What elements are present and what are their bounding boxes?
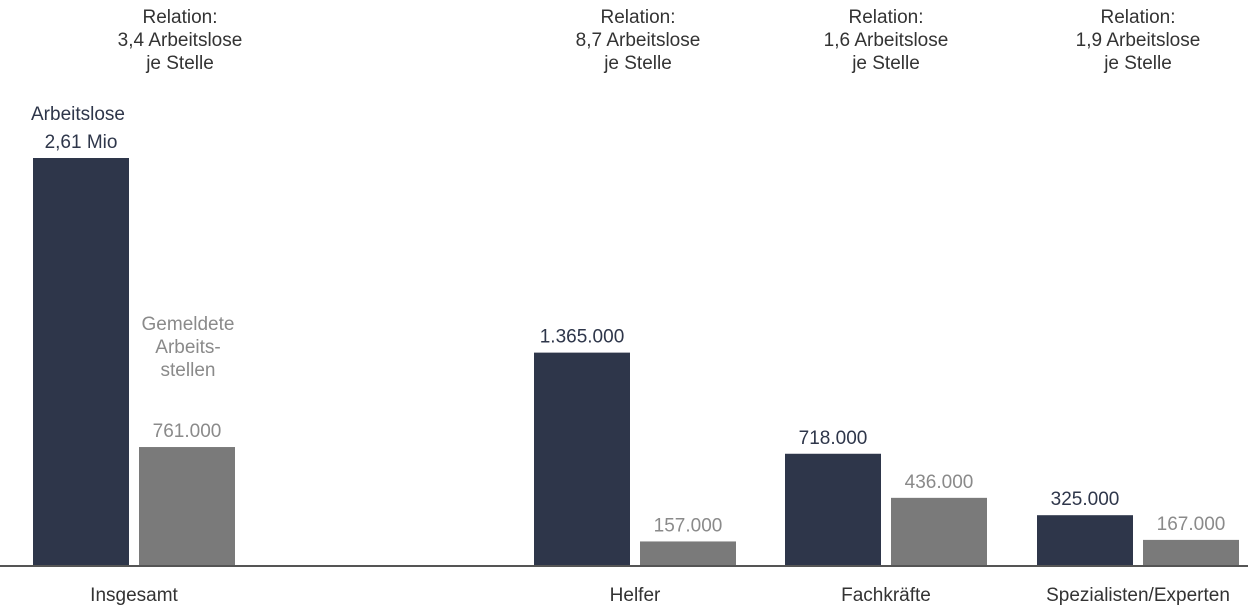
bar-arbeitslose-0 xyxy=(33,158,129,566)
category-label: Spezialisten/Experten xyxy=(1046,585,1230,606)
value-label: 167.000 xyxy=(1157,514,1226,535)
series-name: Arbeitslose xyxy=(31,104,125,125)
category-labels-layer: Insgesamt Helfer Fachkräfte Spezialisten/Ex… xyxy=(90,585,1230,606)
series-label-arbeitslose: Arbeitslose xyxy=(18,103,138,126)
relation-line: je Stelle xyxy=(604,53,672,74)
value-label: 325.000 xyxy=(1051,489,1120,510)
value-label: 436.000 xyxy=(905,472,974,493)
series-name-line: Arbeits- xyxy=(155,337,221,358)
series-name-line: Gemeldete xyxy=(141,314,235,335)
category-label: Insgesamt xyxy=(90,585,178,606)
relation-annotation-helfer: Relation: 8,7 Arbeitslose je Stelle xyxy=(528,6,748,75)
bar-stellen-0 xyxy=(139,447,235,566)
series-label-gemeldete-stellen: Gemeldete Arbeits- stellen xyxy=(126,313,250,382)
value-labels-layer: 2,61 Mio 761.000 1.365.000 157.000 718.000 43… xyxy=(45,132,1226,536)
bar-stellen-2 xyxy=(891,497,987,566)
relation-line: 1,6 Arbeitslose xyxy=(823,30,949,51)
value-label: 761.000 xyxy=(153,421,222,442)
bars-layer xyxy=(33,158,1239,566)
relation-line: Relation: xyxy=(142,7,218,28)
value-label: 718.000 xyxy=(799,428,868,449)
relation-annotation-fachkraefte: Relation: 1,6 Arbeitslose je Stelle xyxy=(776,6,996,75)
value-label: 1.365.000 xyxy=(540,327,625,348)
series-name-line: stellen xyxy=(160,360,216,381)
relation-annotation-insgesamt: Relation: 3,4 Arbeitslose je Stelle xyxy=(70,6,290,75)
relation-line: Relation: xyxy=(600,7,676,28)
relation-line: Relation: xyxy=(848,7,924,28)
bar-stellen-3 xyxy=(1143,539,1239,566)
category-label: Helfer xyxy=(610,585,661,606)
bar-arbeitslose-3 xyxy=(1037,515,1133,566)
relation-line: je Stelle xyxy=(852,53,920,74)
relation-line: je Stelle xyxy=(1104,53,1172,74)
bar-arbeitslose-1 xyxy=(534,352,630,566)
value-label: 2,61 Mio xyxy=(45,132,118,153)
bar-stellen-1 xyxy=(640,541,736,566)
bar-arbeitslose-2 xyxy=(785,453,881,566)
relation-line: 8,7 Arbeitslose xyxy=(575,30,701,51)
value-label: 157.000 xyxy=(654,515,723,536)
relation-line: Relation: xyxy=(1100,7,1176,28)
relation-line: 3,4 Arbeitslose xyxy=(117,30,243,51)
relation-line: 1,9 Arbeitslose xyxy=(1075,30,1201,51)
relation-line: je Stelle xyxy=(146,53,214,74)
relation-annotation-spezialisten: Relation: 1,9 Arbeitslose je Stelle xyxy=(1028,6,1248,75)
category-label: Fachkräfte xyxy=(841,585,931,606)
